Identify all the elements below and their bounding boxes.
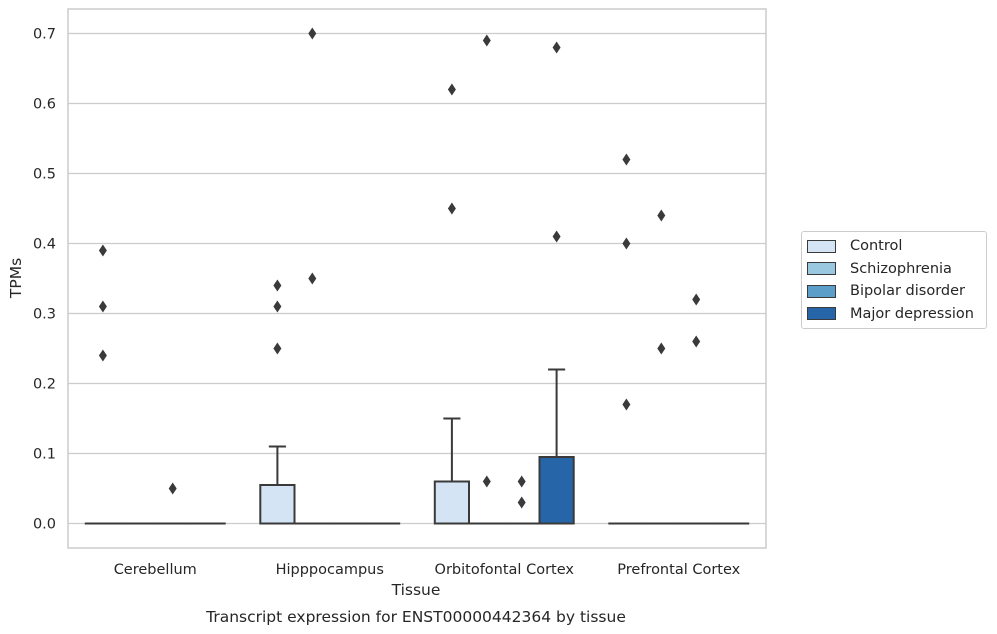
legend-item: Control (802, 235, 986, 258)
outlier-point (482, 475, 491, 488)
outlier-point (98, 244, 107, 257)
x-tick-label: Cerebellum (114, 562, 197, 578)
outlier-point (692, 335, 701, 348)
outlier-point (273, 279, 282, 292)
y-tick-label: 0.1 (33, 447, 56, 463)
x-tick-label: Prefrontal Cortex (617, 562, 740, 578)
legend-label: Control (850, 238, 903, 255)
box (433, 480, 471, 525)
outlier-point (622, 153, 631, 166)
box (538, 456, 575, 525)
x-tick-label: Orbitofontal Cortex (435, 562, 575, 578)
legend-swatch (807, 239, 836, 253)
y-axis-title: TPMs (7, 258, 25, 299)
y-tick-label: 0.3 (33, 307, 56, 323)
outlier-point (517, 475, 526, 488)
y-tick-label: 0.2 (33, 377, 56, 393)
outlier-point (692, 293, 701, 306)
outlier-point (657, 342, 666, 355)
outlier-point (552, 230, 561, 243)
outlier-point (308, 27, 317, 40)
outlier-point (98, 349, 107, 362)
outlier-point (552, 41, 561, 54)
legend-swatch (807, 262, 836, 276)
x-tick-labels: Cerebellum Hipppocampus Orbitofontal Corte… (114, 562, 741, 578)
outlier-point (273, 300, 282, 313)
outlier-point (622, 237, 631, 250)
legend: Control Schizophrenia Bipolar disorder Majo… (801, 231, 987, 329)
box (259, 484, 296, 525)
outlier-point (657, 209, 666, 222)
y-tick-label: 0.4 (33, 237, 56, 253)
legend-label: Major depression (850, 305, 974, 322)
grid-lines (68, 32, 766, 525)
outlier-point (168, 482, 177, 495)
legend-swatch (807, 307, 836, 321)
plot-frame (67, 8, 767, 549)
y-tick-label: 0.7 (33, 27, 56, 43)
outlier-point (273, 342, 282, 355)
y-tick-label: 0.0 (33, 517, 56, 533)
y-tick-label: 0.5 (33, 167, 56, 183)
outlier-point (98, 300, 107, 313)
y-tick-label: 0.6 (33, 97, 56, 113)
chart-title: Transcript expression for ENST0000044236… (205, 608, 626, 626)
outlier-point (482, 34, 491, 47)
legend-label: Schizophrenia (850, 260, 952, 277)
outlier-point (517, 496, 526, 509)
y-tick-labels: 0.0 0.1 0.2 0.3 0.4 0.5 0.6 0.7 (33, 27, 56, 533)
legend-item: Bipolar disorder (802, 280, 986, 303)
outlier-point (447, 202, 456, 215)
legend-label: Bipolar disorder (850, 283, 965, 300)
x-axis-title: Tissue (391, 581, 441, 599)
box-plot-marks (84, 27, 750, 525)
legend-swatch (807, 284, 836, 298)
legend-item: Schizophrenia (802, 258, 986, 281)
outlier-point (308, 272, 317, 285)
legend-item: Major depression (802, 303, 986, 326)
x-tick-label: Hipppocampus (276, 562, 384, 578)
outlier-point (447, 83, 456, 96)
outlier-point (622, 398, 631, 411)
